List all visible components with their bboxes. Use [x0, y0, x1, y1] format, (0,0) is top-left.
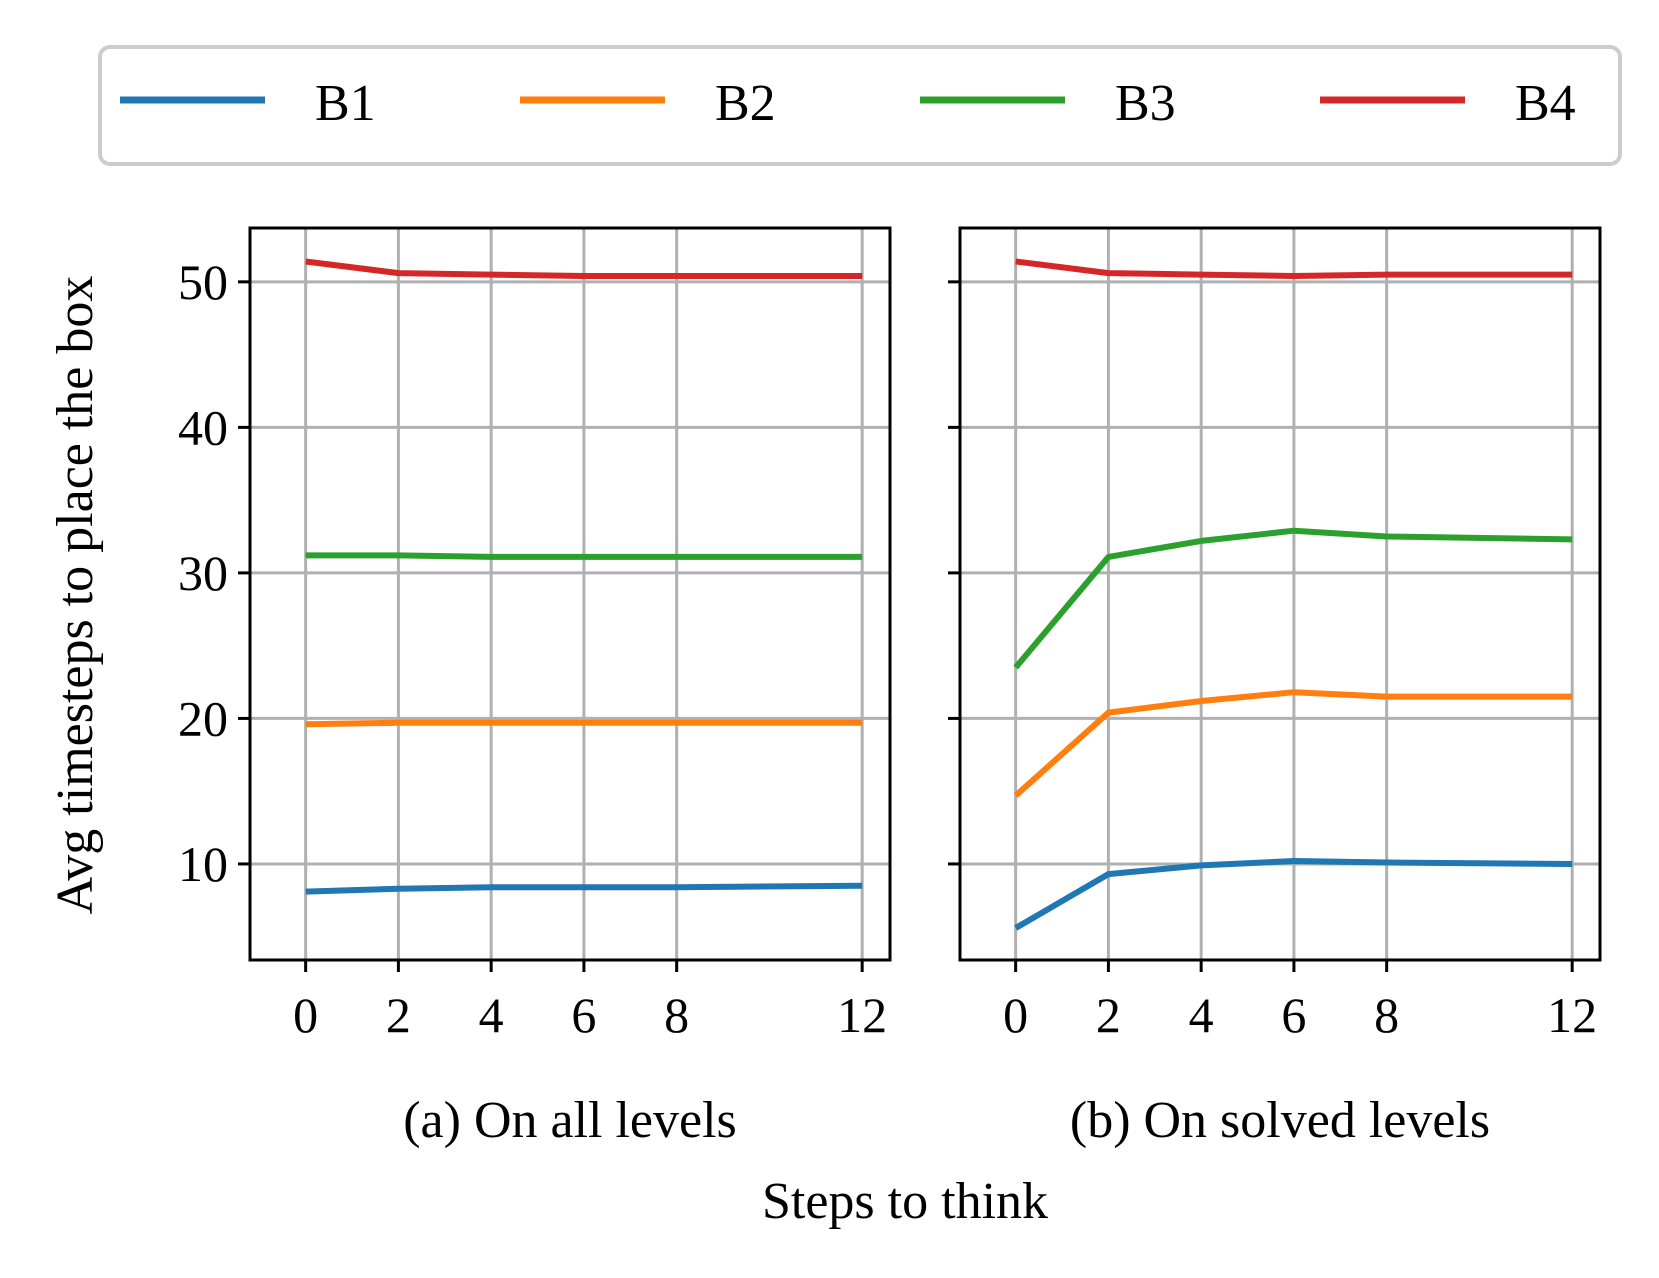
panel-caption: (b) On solved levels: [1070, 1092, 1490, 1149]
y-tick-label: 40: [178, 399, 228, 455]
legend-frame: [98, 45, 1622, 166]
x-tick-label: 0: [1003, 987, 1028, 1043]
x-tick-label: 8: [1374, 987, 1399, 1043]
panel-caption: (a) On all levels: [403, 1092, 737, 1149]
legend-label-b2: B2: [715, 75, 776, 132]
panel-b: 0 2 4 6 8 12 (b) On solved levels: [948, 226, 1602, 1149]
y-tick-label: 30: [178, 545, 228, 601]
series-line-b1: [1014, 858, 1573, 931]
x-tick-label: 8: [664, 987, 689, 1043]
x-tick-label: 12: [1547, 987, 1597, 1043]
x-tick-label: 4: [1189, 987, 1214, 1043]
legend-label-b4: B4: [1515, 75, 1576, 132]
plot-frame: [958, 226, 1602, 962]
y-tick-label: 10: [178, 836, 228, 892]
series-line-b1: [305, 882, 863, 895]
x-tick-label: 4: [479, 987, 504, 1043]
series-line-b4: [305, 258, 863, 279]
x-tick-label: 6: [1281, 987, 1306, 1043]
x-tick-label: 2: [1096, 987, 1121, 1043]
x-tick-label: 12: [837, 987, 887, 1043]
x-axis-title: Steps to think: [762, 1173, 1048, 1230]
legend-label-b3: B3: [1115, 75, 1176, 132]
series-line-b2: [1013, 689, 1573, 798]
x-tick-label: 0: [293, 987, 318, 1043]
y-axis-title: Avg timesteps to place the box: [47, 276, 104, 915]
series-line-b2: [305, 719, 863, 728]
legend: B1 B2 B3 B4: [98, 45, 1622, 166]
y-tick-label: 20: [178, 690, 228, 746]
x-tick-label: 6: [571, 987, 596, 1043]
series-line-b3: [1013, 527, 1573, 670]
y-tick-label: 50: [178, 254, 228, 310]
series-line-b4: [1015, 258, 1573, 279]
series-line-b3: [305, 552, 863, 560]
legend-label-b1: B1: [315, 75, 376, 132]
plot-frame: [248, 226, 892, 962]
x-tick-label: 2: [386, 987, 411, 1043]
panel-a: 0 2 4 6 8 12 10 20 30 40 50 (a) On all levels: [178, 226, 892, 1149]
